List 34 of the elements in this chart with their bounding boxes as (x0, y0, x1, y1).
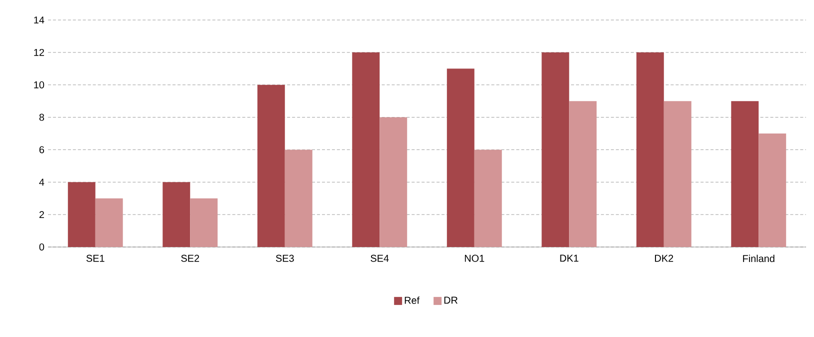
bar (542, 52, 570, 247)
y-tick-label: 14 (34, 16, 44, 24)
y-tick-label: 0 (39, 243, 44, 251)
bar (731, 101, 759, 247)
bar (190, 198, 218, 247)
bar (257, 84, 285, 247)
x-tick-label: DK1 (560, 254, 578, 262)
x-tick-label: Finland (743, 254, 774, 262)
bar (758, 134, 786, 247)
bar (569, 101, 597, 247)
x-tick-label: DK2 (655, 254, 674, 262)
bar (636, 52, 664, 247)
y-tick-label: 12 (34, 48, 44, 56)
bar (162, 182, 190, 247)
y-tick-label: 2 (39, 211, 44, 218)
y-tick-label: 10 (34, 81, 44, 88)
bar (352, 52, 380, 247)
bar (664, 101, 692, 247)
x-tick-label: SE1 (86, 254, 104, 262)
bar (446, 68, 474, 247)
y-tick-label: 6 (39, 146, 44, 154)
bar (284, 150, 312, 247)
x-tick-label: SE4 (370, 254, 389, 262)
bar (380, 117, 408, 247)
legend-label: Ref (404, 296, 420, 304)
bar (68, 182, 96, 247)
legend-label: DR (444, 296, 458, 304)
x-tick-label: SE3 (276, 254, 294, 262)
y-tick-label: 8 (39, 114, 44, 121)
y-tick-label: 4 (39, 178, 44, 186)
x-tick-label: SE2 (181, 254, 200, 262)
bar (95, 198, 123, 247)
bar (474, 150, 502, 247)
x-tick-label: NO1 (464, 254, 484, 262)
